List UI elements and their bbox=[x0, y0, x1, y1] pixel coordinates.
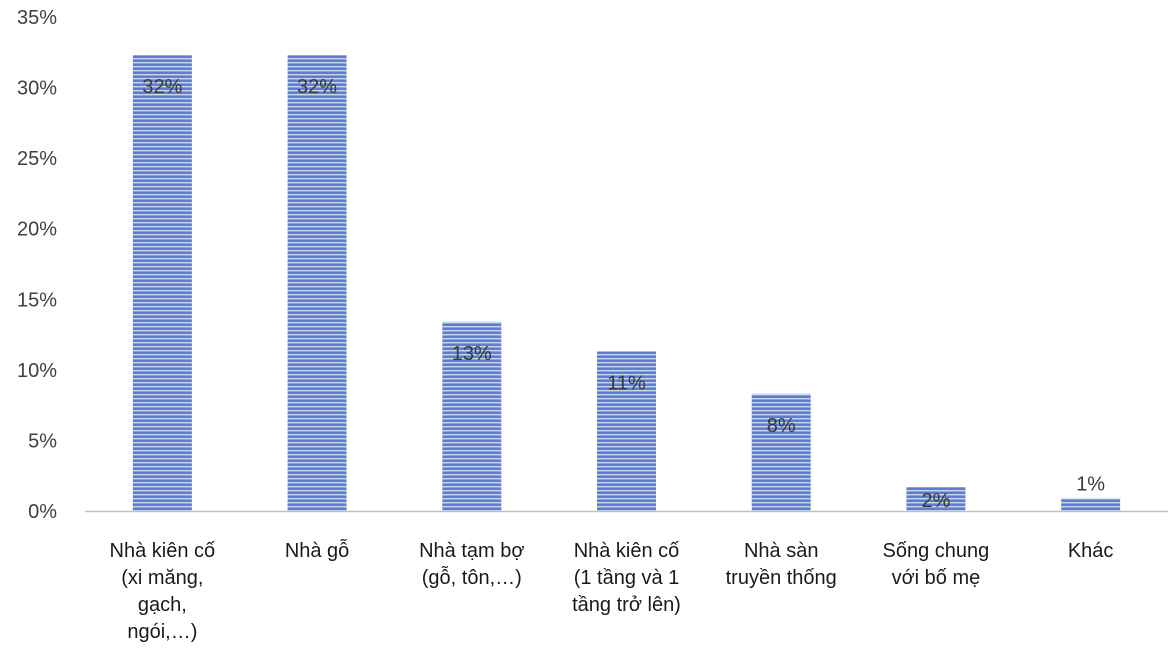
y-tick-label: 5% bbox=[28, 430, 57, 452]
y-tick-label: 15% bbox=[17, 289, 57, 311]
data-label: 1% bbox=[1076, 473, 1105, 495]
data-label: 13% bbox=[452, 343, 492, 365]
x-category-label: Nhà sàn truyền thống bbox=[726, 540, 837, 589]
data-label: 11% bbox=[607, 373, 646, 395]
x-category-label: Nhà gỗ bbox=[285, 539, 350, 562]
bar bbox=[752, 394, 811, 511]
x-category-label: Nhà tạm bợ (gỗ, tôn,…) bbox=[419, 540, 524, 589]
x-category-label: Nhà kiên cố (xi măng, gạch, ngói,…) bbox=[110, 540, 216, 643]
bar bbox=[133, 55, 192, 511]
data-label: 2% bbox=[921, 490, 950, 512]
bar bbox=[1061, 498, 1120, 511]
y-axis-ticks: 0% 5% 10% 15% 20% 25% 30% 35% bbox=[17, 7, 57, 523]
x-category-label: Sống chung với bố mẹ bbox=[883, 540, 990, 589]
data-label: 32% bbox=[142, 76, 182, 98]
x-category-label: Nhà kiên cố (1 tầng và 1 tầng trở lên) bbox=[572, 540, 681, 616]
category-labels: Nhà kiên cố (xi măng, gạch, ngói,…) Nhà gỗ Nh… bbox=[110, 539, 1114, 643]
y-tick-label: 30% bbox=[17, 78, 57, 100]
bar bbox=[288, 55, 347, 511]
data-label: 32% bbox=[297, 76, 337, 98]
y-tick-label: 10% bbox=[17, 360, 57, 382]
x-category-label: Khác bbox=[1068, 540, 1114, 562]
y-tick-label: 35% bbox=[17, 7, 57, 29]
y-tick-label: 25% bbox=[17, 148, 57, 170]
data-label: 8% bbox=[767, 415, 796, 437]
y-tick-label: 0% bbox=[28, 501, 57, 523]
y-tick-label: 20% bbox=[17, 219, 57, 241]
bars bbox=[133, 55, 1120, 511]
